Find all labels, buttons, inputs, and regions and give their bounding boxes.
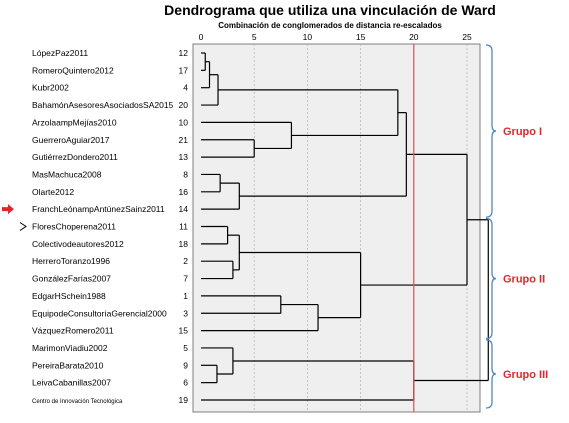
leaf-id: 2 [183, 256, 188, 266]
leaf-label: EquipodeConsultoríaGerencial2000 [32, 308, 167, 318]
leaf-id: 5 [183, 343, 188, 353]
leaf-label: Centro de Innovación Tecnológica [32, 399, 123, 405]
leaf-label: RomeroQuintero2012 [32, 65, 114, 75]
leaf-label: BahamónAsesoresAsociadosSA2015 [32, 100, 174, 110]
chart-subtitle: Combinación de conglomerados de distanci… [218, 21, 442, 30]
group-label: Grupo II [503, 274, 545, 286]
leaf-label: FranchLeónampAntúnezSainz2011 [32, 204, 165, 214]
x-tick-label: 10 [303, 32, 313, 42]
leaf-label: PereiraBarata2010 [32, 360, 104, 370]
leaf-label: GonzálezFarías2007 [32, 274, 111, 284]
leaf-id: 3 [183, 308, 188, 318]
leaf-label: VázquezRomero2011 [32, 326, 114, 336]
red-arrow-icon [2, 204, 14, 215]
leaf-label: MasMachuca2008 [32, 169, 102, 179]
leaf-label: GutiérrezDondero2011 [32, 152, 118, 162]
plot-area [192, 43, 481, 413]
leaf-label: MarimonViadiu2002 [32, 343, 108, 353]
leaf-id: 20 [179, 100, 189, 110]
group-label: Grupo III [503, 369, 548, 381]
group-bracket [485, 44, 497, 218]
leaf-id: 18 [179, 239, 189, 249]
leaf-label: ArzolaampMejías2010 [32, 117, 117, 127]
leaf-id: 21 [179, 135, 189, 145]
leaf-label: LópezPaz2011 [32, 48, 88, 58]
leaf-id: 4 [183, 83, 188, 93]
leaf-label: GuerreroAguiar2017 [32, 135, 110, 145]
leaf-label: Colectivodeautores2012 [32, 239, 124, 249]
x-tick-label: 0 [199, 32, 204, 42]
leaf-id: 6 [183, 378, 188, 388]
group-bracket [485, 217, 497, 340]
leaf-id: 15 [179, 326, 189, 336]
leaf-id: 17 [179, 65, 189, 75]
leaf-label: HerreroToranzo1996 [32, 256, 110, 266]
leaf-id: 13 [179, 152, 189, 162]
x-tick-label: 20 [409, 32, 419, 42]
leaf-id: 8 [183, 169, 188, 179]
leaf-id: 19 [179, 395, 189, 405]
leaf-label: LeivaCabanillas2007 [32, 378, 111, 388]
cursor-icon [19, 222, 27, 231]
leaf-label: FloresChoperena2011 [32, 222, 116, 232]
leaf-id: 9 [183, 360, 188, 370]
leaf-id: 10 [179, 117, 189, 127]
leaf-label: Kubr2002 [32, 83, 69, 93]
leaf-id: 12 [179, 48, 189, 58]
leaf-id: 1 [183, 291, 188, 301]
group-label: Grupo I [503, 126, 542, 138]
leaf-id: 14 [179, 204, 189, 214]
leaf-id: 7 [183, 274, 188, 284]
chart-title: Dendrograma que utiliza una vinculación … [164, 2, 496, 18]
x-tick-label: 25 [462, 32, 472, 42]
leaf-label: Olarte2012 [32, 187, 74, 197]
leaf-label: EdgarHSchein1988 [32, 291, 106, 301]
x-tick-label: 5 [252, 32, 257, 42]
group-bracket [485, 339, 497, 409]
leaf-id: 16 [179, 187, 189, 197]
leaf-id: 11 [179, 222, 188, 232]
x-tick-label: 15 [356, 32, 366, 42]
